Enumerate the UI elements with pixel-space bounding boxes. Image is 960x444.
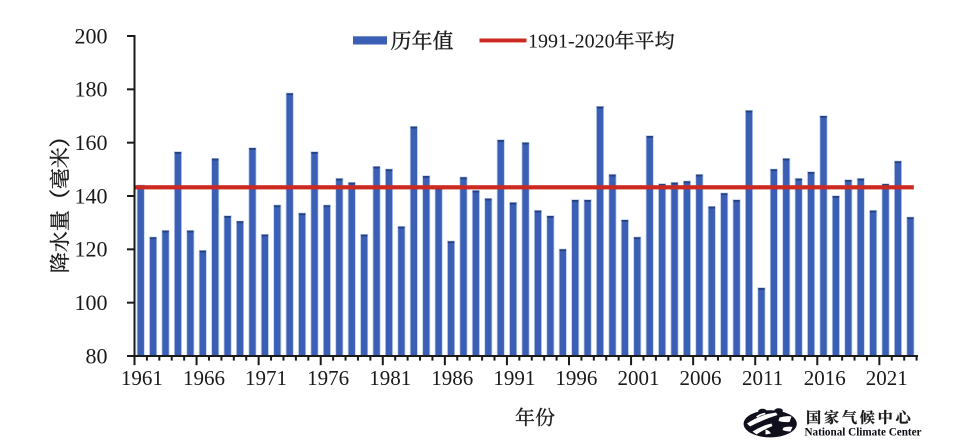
svg-text:160: 160	[75, 130, 108, 155]
svg-text:2016: 2016	[804, 366, 846, 390]
svg-text:1991-2020: 1991-2020	[528, 30, 615, 52]
svg-text:180: 180	[75, 77, 108, 102]
svg-text:1981: 1981	[369, 366, 411, 390]
svg-text:1971: 1971	[245, 366, 287, 390]
svg-text:2021: 2021	[866, 366, 908, 390]
svg-text:2006: 2006	[680, 366, 722, 390]
svg-text:1996: 1996	[555, 366, 597, 390]
svg-text:120: 120	[75, 237, 108, 262]
svg-text:100: 100	[75, 290, 108, 315]
svg-text:1986: 1986	[431, 366, 473, 390]
svg-text:80: 80	[86, 343, 108, 368]
svg-text:National Climate Center: National Climate Center	[805, 427, 922, 439]
svg-text:2001: 2001	[617, 366, 659, 390]
svg-text:2011: 2011	[742, 366, 783, 390]
svg-text:1961: 1961	[121, 366, 163, 390]
svg-text:200: 200	[75, 23, 108, 48]
svg-text:1976: 1976	[307, 366, 349, 390]
svg-text:1966: 1966	[183, 366, 225, 390]
svg-text:140: 140	[75, 183, 108, 208]
svg-text:1991: 1991	[493, 366, 535, 390]
